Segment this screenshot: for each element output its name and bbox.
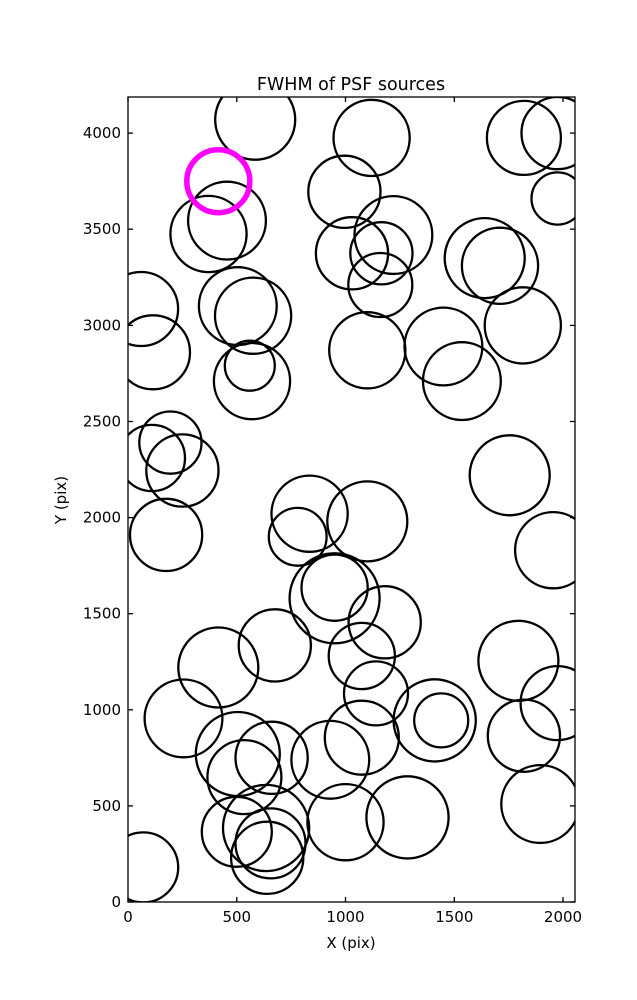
psf-circle: [300, 553, 369, 622]
y-tick-label: 2000: [83, 509, 121, 527]
psf-circle: [234, 720, 309, 796]
y-tick-label: 3500: [83, 220, 121, 238]
highlighted-psf-circle: [184, 146, 253, 216]
psf-circle: [443, 216, 526, 300]
ticks-layer: 0 500 1000 1500 2000 0 500 1000 1500 2000 2500 3000…: [83, 97, 582, 926]
psf-circle: [483, 286, 563, 365]
psf-circle: [460, 226, 540, 306]
psf-circle: [290, 719, 371, 800]
y-tick-label: 1000: [83, 701, 121, 719]
psf-circle: [306, 782, 385, 862]
psf-circle: [138, 410, 203, 475]
psf-circle: [486, 698, 562, 773]
psf-circle: [485, 99, 563, 177]
plot-frame: [127, 96, 576, 903]
y-tick-label: 2500: [83, 413, 121, 431]
psf-circle: [347, 585, 422, 660]
psf-circle: [326, 480, 409, 563]
psf-circle: [530, 171, 575, 226]
psf-circle: [403, 306, 484, 387]
x-tick-label: 2000: [544, 908, 582, 926]
x-tick-label: 0: [123, 908, 133, 926]
psf-circle: [143, 678, 224, 759]
psf-circle: [200, 795, 273, 868]
psf-circle: [186, 180, 268, 261]
psf-circle: [234, 807, 307, 880]
psf-circle: [365, 775, 450, 860]
psf-circle: [349, 221, 414, 286]
x-tick-label: 500: [222, 908, 251, 926]
psf-circle: [229, 820, 305, 896]
x-axis-label: X (pix): [326, 934, 375, 952]
psf-circle: [347, 251, 414, 319]
psf-circle: [392, 678, 477, 763]
x-tick-label: 1500: [435, 908, 473, 926]
psf-circle: [513, 510, 575, 590]
psf-circle: [177, 626, 260, 709]
psf-circle: [323, 699, 400, 776]
psf-circle: [128, 314, 192, 391]
y-tick-label: 500: [92, 797, 121, 815]
psf-circle: [128, 497, 204, 573]
plot-title: FWHM of PSF sources: [257, 75, 445, 95]
psf-circle: [214, 97, 297, 161]
y-tick-label: 1500: [83, 605, 121, 623]
y-tick-label: 4000: [83, 124, 121, 142]
psf-circle: [169, 194, 248, 274]
y-tick-label: 0: [111, 893, 121, 911]
psf-circle: [307, 154, 382, 230]
psf-circle: [267, 506, 328, 567]
y-axis-label: Y (pix): [52, 476, 70, 525]
psf-circle: [519, 664, 575, 742]
psf-circle: [128, 831, 180, 902]
psf-circle: [413, 692, 470, 749]
psf-circle: [288, 552, 381, 645]
psf-circle: [213, 276, 293, 355]
psf-circle: [145, 433, 220, 508]
psf-circle: [468, 434, 551, 517]
y-tick-label: 3000: [83, 316, 121, 334]
psf-circle: [327, 621, 397, 691]
psf-circle: [212, 341, 292, 421]
psf-circle: [221, 783, 311, 873]
psf-circle: [237, 608, 313, 683]
psf-circle: [500, 763, 575, 845]
psf-circle: [128, 270, 180, 348]
psf-circle: [421, 341, 502, 422]
psf-circle: [223, 339, 276, 392]
psf-circle: [206, 738, 283, 816]
x-tick-label: 1000: [326, 908, 364, 926]
psf-circle: [332, 98, 411, 178]
psf-circle: [270, 474, 349, 553]
psf-circle: [342, 660, 410, 727]
psf-circle: [353, 194, 434, 276]
